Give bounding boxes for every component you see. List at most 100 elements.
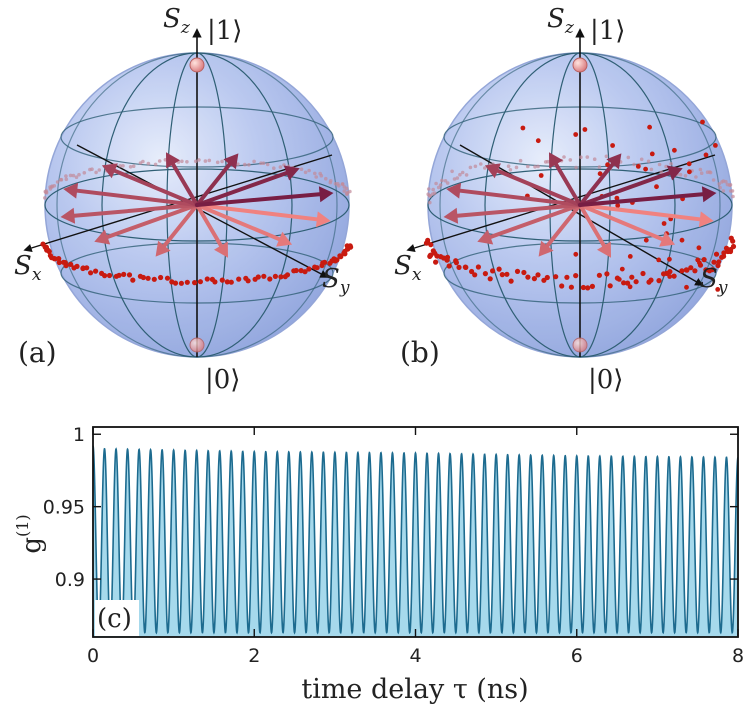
state-arrow — [578, 192, 705, 207]
scatter-dot — [679, 237, 685, 243]
equator-dot — [207, 158, 212, 163]
scatter-dot — [656, 257, 662, 263]
equator-dot — [440, 178, 444, 183]
equator-dot — [596, 272, 602, 278]
bloch-sphere-a — [23, 28, 354, 358]
equator-dot — [337, 184, 341, 188]
scatter-dot — [713, 143, 718, 148]
state-arrow — [195, 192, 322, 207]
equator-dot — [64, 177, 69, 182]
equator-dot — [236, 276, 242, 282]
equator-dot — [80, 265, 86, 272]
equator-dot — [711, 259, 717, 265]
equator-dot — [526, 164, 530, 169]
equator-dot — [341, 250, 347, 256]
equator-dot — [496, 266, 502, 272]
equator-dot — [728, 183, 733, 187]
equator-dot — [514, 165, 519, 170]
equator-dot — [546, 159, 550, 164]
equator-dot — [261, 273, 267, 279]
equator-dot — [721, 189, 726, 193]
equator-dot — [197, 158, 201, 162]
equator-dot — [215, 160, 220, 165]
state-arrow — [72, 203, 199, 218]
equator-dot — [719, 254, 725, 260]
equator-dot — [445, 181, 450, 185]
ket-one-label-a: |1⟩ — [207, 16, 242, 46]
equator-dot — [639, 157, 644, 162]
state-arrow — [458, 188, 582, 207]
equator-dot — [158, 274, 164, 281]
equator-dot — [730, 238, 736, 244]
equator-dot — [88, 270, 94, 276]
equator-dot — [585, 285, 591, 291]
state-arrow — [554, 162, 582, 207]
scatter-dot — [635, 164, 641, 169]
state-arrow — [578, 171, 672, 207]
equator-dot — [692, 268, 698, 274]
equator-dot — [508, 278, 514, 284]
equator-dot — [192, 280, 198, 286]
equator-dot — [536, 164, 540, 169]
equator-dot — [568, 284, 574, 290]
scatter-dot — [627, 254, 633, 259]
equator-dot — [597, 165, 602, 169]
scatter-dot — [616, 277, 622, 282]
equator-dots — [40, 158, 354, 286]
equator-dot — [306, 266, 312, 272]
x-tick-label: 4 — [409, 645, 421, 667]
scatter-dot — [582, 127, 588, 132]
pole-bottom-marker — [189, 337, 205, 353]
sz-label-a: Sz — [163, 4, 191, 38]
scatter-dot — [697, 260, 702, 266]
equator-dot — [337, 253, 343, 259]
equator-dot — [718, 185, 722, 190]
equator-dot — [632, 162, 636, 167]
scatter-dot — [573, 132, 579, 137]
equator-dot — [453, 258, 459, 264]
equator-dot — [169, 279, 175, 285]
equator-dot — [43, 244, 49, 250]
equator-dot — [562, 155, 566, 159]
state-arrow-head — [659, 231, 676, 247]
equator-dot — [432, 250, 438, 256]
equator-dot — [130, 277, 136, 283]
equator-dot — [71, 265, 77, 271]
equator-dot — [487, 276, 493, 282]
ket-zero-label-b: |0⟩ — [588, 365, 623, 395]
equator-dot — [585, 155, 590, 159]
trace-fill — [93, 445, 738, 637]
equator-dot — [713, 251, 720, 257]
equator-dot — [97, 168, 102, 172]
equator-dot — [646, 279, 652, 285]
equator-dot — [146, 161, 151, 166]
equator-dot — [40, 241, 46, 247]
equator-dot — [657, 162, 662, 167]
x-axis-label: time delay τ (ns) — [301, 674, 528, 705]
equator-dot — [721, 250, 727, 256]
equator-dot — [302, 269, 308, 275]
equator-dot — [436, 185, 441, 190]
equator-dot — [625, 280, 631, 286]
equator-dot — [99, 270, 105, 276]
equator-dot — [678, 172, 683, 177]
equator-dot — [438, 183, 443, 187]
state-arrow — [112, 168, 199, 207]
x-tick-label: 8 — [732, 645, 744, 667]
equator-dot — [345, 192, 349, 196]
equator-dot — [43, 196, 47, 200]
equator-dot — [479, 162, 483, 166]
equator-dot — [649, 167, 654, 172]
equator-dot — [252, 276, 258, 282]
state-arrow — [545, 203, 582, 248]
equator-dot — [106, 272, 113, 279]
bloch-sphere-b — [406, 28, 737, 358]
equator-dot — [621, 280, 627, 286]
state-arrow — [75, 188, 199, 207]
equator-dot — [153, 162, 158, 167]
equator-dot — [640, 270, 646, 277]
equator-dot — [683, 267, 689, 273]
pole-bottom-marker — [572, 337, 588, 353]
equator-dot — [185, 160, 189, 164]
equator-dot — [121, 164, 125, 168]
